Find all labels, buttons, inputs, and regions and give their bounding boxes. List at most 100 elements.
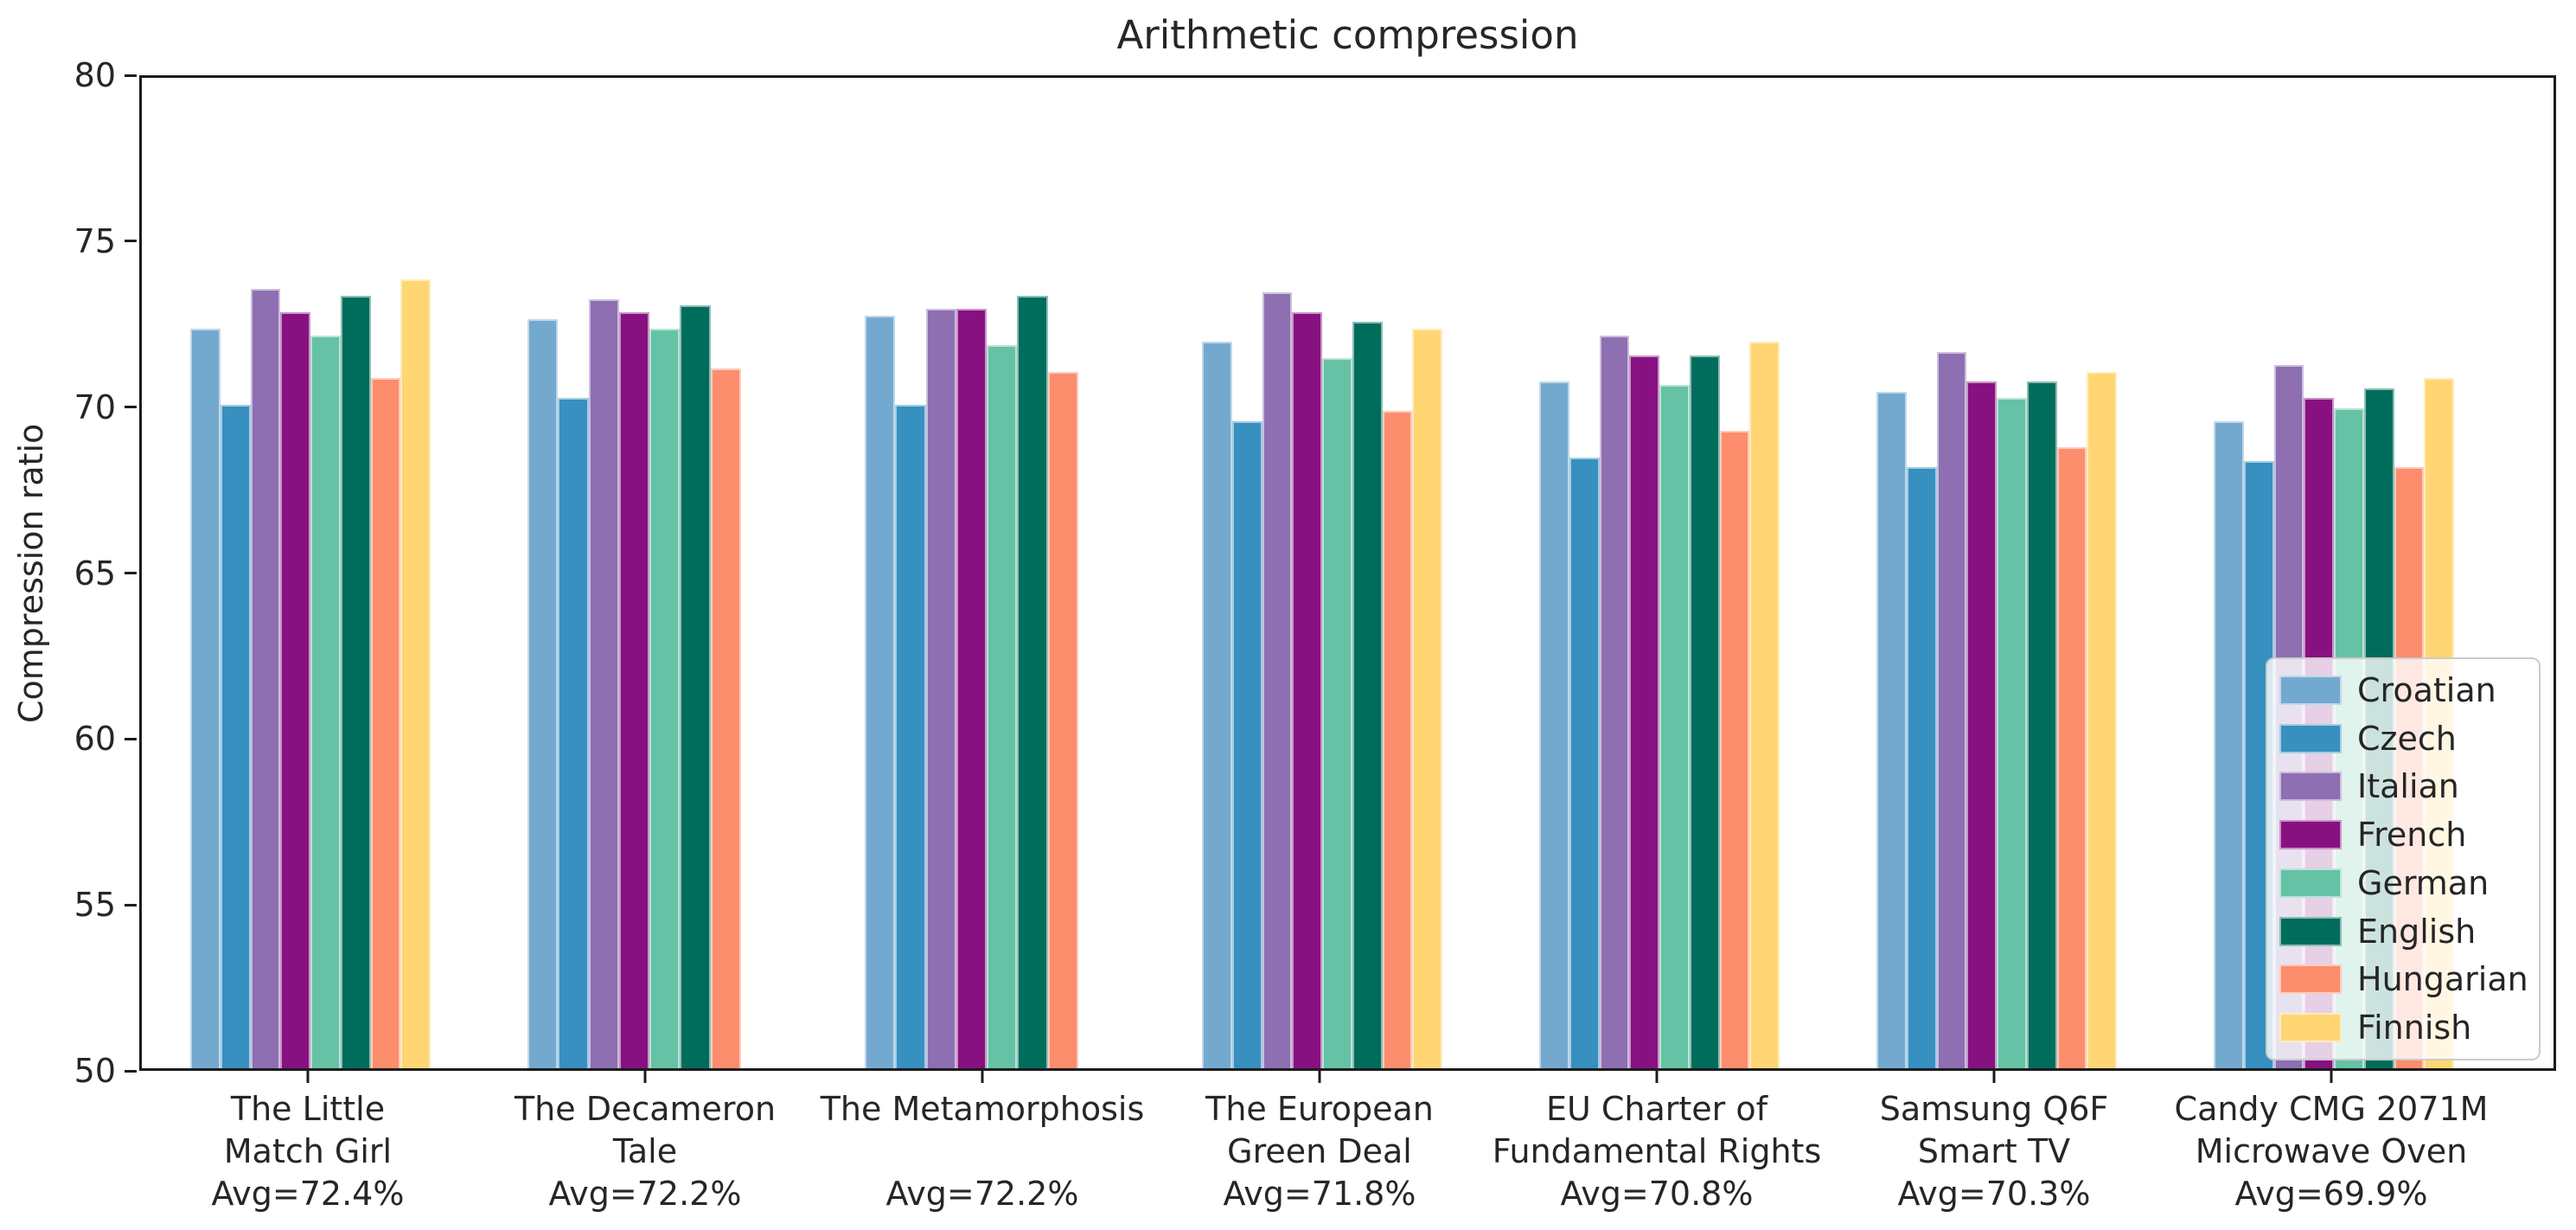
category-name-line: The European: [1205, 1090, 1434, 1128]
x-tick-label: Samsung Q6F Smart TV Avg=70.3%: [1825, 1088, 2163, 1215]
x-tick-label: EU Charter of Fundamental Rights Avg=70.8%: [1488, 1088, 1825, 1215]
y-tick-label: 55: [74, 886, 116, 925]
legend-swatch-italian: [2279, 772, 2342, 802]
legend-swatch-croatian: [2279, 675, 2342, 705]
category-name-line: Microwave Oven: [2195, 1132, 2468, 1170]
category-name-line: Green Deal: [1227, 1132, 1412, 1170]
x-tick-mark: [1318, 1071, 1321, 1083]
y-tick-label: 50: [74, 1052, 116, 1090]
category-name-line: Samsung Q6F: [1879, 1090, 2109, 1128]
bar-group-the-european: [1154, 78, 1491, 1068]
bar-croatian: [527, 318, 559, 1068]
bar-group-the-decameron: [479, 78, 816, 1068]
y-tick-mark: [125, 74, 137, 77]
bar-english: [1352, 322, 1383, 1068]
y-tick-label: 60: [74, 720, 116, 759]
bar-french: [280, 311, 310, 1068]
bar-finnish: [400, 279, 431, 1068]
legend-swatch-german: [2279, 868, 2342, 898]
bar-italian: [1262, 292, 1293, 1068]
bar-croatian: [2214, 420, 2244, 1068]
category-name-line: The Decameron: [514, 1090, 777, 1128]
y-tick-label: 80: [74, 56, 116, 94]
bar-italian: [1599, 335, 1630, 1068]
bar-finnish: [1412, 329, 1442, 1068]
category-name-line: Fundamental Rights: [1492, 1132, 1822, 1170]
legend-item-finnish: Finnish: [2279, 1009, 2527, 1047]
bar-french: [1292, 311, 1322, 1068]
x-tick-label: The Metamorphosis Avg=72.2%: [814, 1088, 1151, 1215]
y-tick-label: 70: [74, 388, 116, 426]
bar-group-the-little: [142, 78, 479, 1068]
x-tick-mark: [643, 1071, 647, 1083]
bar-hungarian: [370, 378, 401, 1068]
legend-item-german: German: [2279, 864, 2527, 902]
legend-label: Finnish: [2357, 1009, 2472, 1047]
legend-label: English: [2357, 912, 2477, 951]
legend-label: Italian: [2357, 767, 2459, 806]
legend-swatch-finnish: [2279, 1013, 2342, 1043]
legend-label: Croatian: [2357, 670, 2496, 709]
category-name-line: The Metamorphosis: [820, 1090, 1145, 1128]
bar-german: [1659, 384, 1690, 1068]
bar-czech: [558, 398, 589, 1068]
x-tick-mark: [1992, 1071, 1996, 1083]
bar-czech: [895, 404, 926, 1068]
bar-french: [1629, 355, 1659, 1068]
bar-italian: [925, 309, 956, 1068]
legend-item-english: English: [2279, 913, 2527, 951]
bar-czech: [1906, 467, 1937, 1068]
legend-swatch-hungarian: [2279, 964, 2342, 995]
bar-czech: [1569, 457, 1600, 1068]
bar-group-the-metamorphosis: [816, 78, 1154, 1068]
bar-croatian: [1539, 381, 1569, 1068]
legend-label: French: [2357, 816, 2467, 855]
bar-english: [1689, 355, 1720, 1068]
legend-swatch-czech: [2279, 723, 2342, 753]
bar-croatian: [190, 329, 221, 1068]
bar-german: [649, 329, 681, 1068]
bar-finnish: [2087, 371, 2117, 1068]
legend-swatch-english: [2279, 916, 2342, 946]
y-tick-mark: [125, 737, 137, 740]
bar-czech: [220, 404, 251, 1068]
y-tick-mark: [125, 1069, 137, 1073]
bar-italian: [250, 289, 281, 1068]
legend-label: German: [2357, 863, 2490, 902]
y-tick-mark: [125, 903, 137, 906]
x-tick-label: Candy CMG 2071M Microwave Oven Avg=69.9%: [2163, 1088, 2500, 1215]
bar-english: [1017, 295, 1048, 1068]
bar-hungarian: [1719, 431, 1750, 1068]
legend-item-italian: Italian: [2279, 767, 2527, 805]
bars-container: [142, 78, 2502, 1068]
x-tick-mark: [1655, 1071, 1659, 1083]
y-tick-mark: [125, 572, 137, 574]
plot-area: [139, 75, 2556, 1071]
legend-item-croatian: Croatian: [2279, 671, 2527, 709]
category-name-line: Smart TV: [1917, 1132, 2071, 1170]
bar-french: [1966, 381, 1997, 1068]
bar-italian: [1936, 351, 1967, 1068]
bar-french: [956, 309, 987, 1068]
bar-german: [1322, 358, 1352, 1068]
bar-czech: [1231, 420, 1262, 1068]
bar-hungarian: [1382, 411, 1413, 1068]
bar-german: [1997, 398, 2027, 1068]
category-avg-label: Avg=72.2%: [548, 1175, 742, 1213]
x-tick-mark: [981, 1071, 984, 1083]
legend-item-hungarian: Hungarian: [2279, 960, 2528, 998]
category-name-line: Candy CMG 2071M: [2174, 1090, 2489, 1128]
bar-hungarian: [710, 368, 741, 1068]
bar-italian: [588, 298, 619, 1068]
category-name-line: Tale: [612, 1132, 678, 1170]
chart-title: Arithmetic compression: [1116, 12, 1579, 58]
category-name-line: Match Girl: [223, 1132, 393, 1170]
bar-english: [680, 305, 711, 1068]
bar-french: [618, 311, 649, 1068]
legend: Croatian Czech Italian French German English H…: [2266, 657, 2541, 1060]
bar-croatian: [1876, 391, 1907, 1068]
category-name-line: The Little: [230, 1090, 386, 1128]
y-tick-label: 75: [74, 221, 116, 260]
x-tick-label: The Decameron Tale Avg=72.2%: [476, 1088, 814, 1215]
